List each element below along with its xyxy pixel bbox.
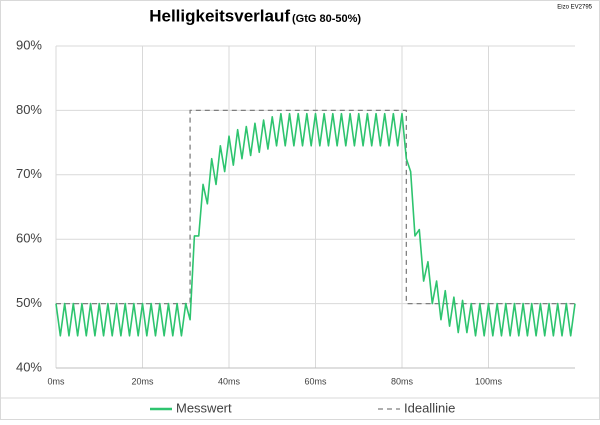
y-tick-label: 70% [16,166,42,181]
x-tick-label: 20ms [131,376,154,386]
y-tick-label: 40% [16,359,42,374]
x-tick-label: 40ms [218,376,241,386]
x-tick-label: 0ms [47,376,65,386]
legend-label: Messwert [176,400,232,415]
x-tick-label: 80ms [391,376,414,386]
chart-subtitle: (GtG 80-50%) [292,13,361,25]
y-tick-label: 50% [16,295,42,310]
series-line [55,112,576,337]
x-tick-label: 100ms [475,376,503,386]
y-tick-label: 60% [16,231,42,246]
x-tick-label: 60ms [304,376,327,386]
legend-label: Ideallinie [404,400,455,415]
y-tick-label: 90% [16,37,42,52]
annotation: Eizo EV2795 [557,5,592,11]
y-tick-label: 80% [16,102,42,117]
chart-title: Helligkeitsverlauf [149,6,290,25]
